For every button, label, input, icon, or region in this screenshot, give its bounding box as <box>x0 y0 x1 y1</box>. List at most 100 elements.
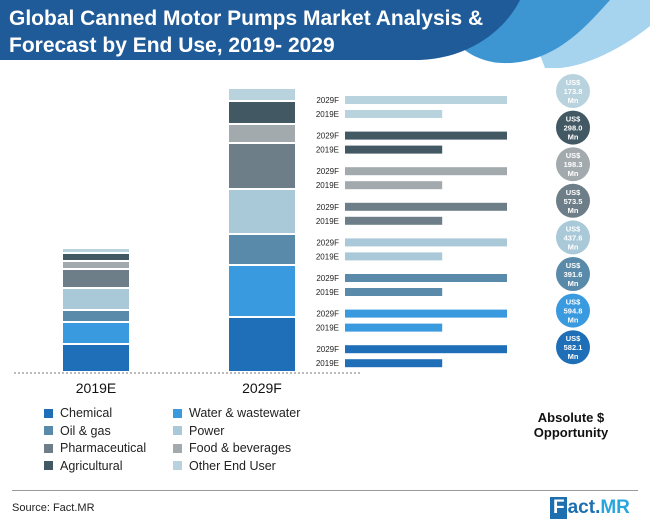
hbar-2019e-food-beverages <box>345 181 443 190</box>
stack-2029f-pharmaceutical <box>229 144 295 188</box>
opportunity-text-water-wastewater-2: Mn <box>568 316 579 325</box>
legend-item-power: Power <box>173 422 224 440</box>
hbar-2019e-pharmaceutical <box>345 216 443 225</box>
legend-item-water-wastewater: Water & wastewater <box>173 404 300 422</box>
opportunity-text-chemical-1: 582.1 <box>564 343 583 352</box>
opportunity-text-pharmaceutical-0: US$ <box>566 188 581 197</box>
hbar-2029f-pharmaceutical <box>345 202 507 211</box>
legend-item-agricultural: Agricultural <box>44 457 123 475</box>
opportunity-text-other-end-user-0: US$ <box>566 78 581 87</box>
legend-item-oil-gas: Oil & gas <box>44 422 111 440</box>
opportunity-text-power-1: 437.6 <box>564 233 583 242</box>
hbar-label-2029f-agricultural: 2029F <box>316 132 339 141</box>
hbar-label-2029f-oil-gas: 2029F <box>316 274 339 283</box>
absolute-opportunity-label: Absolute $ Opportunity <box>533 410 609 440</box>
stack-2019e-agricultural <box>63 254 129 260</box>
legend-swatch-pharmaceutical <box>44 443 53 453</box>
hbar-label-2019e-chemical: 2019E <box>316 359 339 368</box>
opportunity-circle-power <box>556 220 590 255</box>
legend-label-power: Power <box>189 423 225 438</box>
chart-area: 2019E 2029F2029F2019EUS$173.8Mn2029F2019E… <box>14 74 590 396</box>
opportunity-text-power-2: Mn <box>568 242 579 251</box>
legend-label-oil-gas: Oil & gas <box>60 423 111 438</box>
hbar-2029f-other-end-user <box>345 96 507 104</box>
opportunity-circle-food-beverages <box>556 147 590 182</box>
chart-title: Global Canned Motor Pumps Market Analysi… <box>9 7 484 57</box>
stack-2029f-food-beverages <box>229 125 295 142</box>
legend-item-other-end-user: Other End User <box>173 457 276 475</box>
hbar-label-2029f-water-wastewater: 2029F <box>316 310 339 319</box>
opportunity-text-oil-gas-1: 391.6 <box>564 270 583 279</box>
hbar-2019e-water-wastewater <box>345 323 443 332</box>
stack-2019e-chemical <box>63 345 129 371</box>
hbar-2019e-other-end-user <box>345 110 443 118</box>
stack-2019e-pharmaceutical <box>63 270 129 287</box>
opportunity-text-oil-gas-2: Mn <box>568 279 579 288</box>
hbar-2029f-chemical <box>345 345 507 354</box>
opportunity-text-pharmaceutical-1: 573.5 <box>564 197 583 206</box>
opportunity-text-water-wastewater-1: 594.8 <box>564 307 583 316</box>
legend-label-water-wastewater: Water & wastewater <box>189 406 301 420</box>
hbar-label-2029f-food-beverages: 2029F <box>316 167 339 176</box>
legend-swatch-chemical <box>44 408 53 418</box>
opportunity-circle-pharmaceutical <box>556 183 590 218</box>
hbar-2029f-oil-gas <box>345 274 507 282</box>
opportunity-text-agricultural-0: US$ <box>566 115 581 124</box>
stack-2029f-other-end-user <box>229 89 295 100</box>
stack-2029f-agricultural <box>229 102 295 123</box>
category-label-2019e: 2019E <box>76 380 116 396</box>
legend-swatch-other-end-user <box>173 461 182 470</box>
stack-2029f-water-wastewater <box>229 266 295 316</box>
hbar-2029f-food-beverages <box>345 167 507 176</box>
legend-item-chemical: Chemical <box>44 404 112 422</box>
hbar-label-2019e-water-wastewater: 2019E <box>316 324 339 333</box>
legend-item-pharmaceutical: Pharmaceutical <box>44 439 146 457</box>
legend-label-pharmaceutical: Pharmaceutical <box>60 441 147 455</box>
opportunity-text-agricultural-1: 298.0 <box>564 124 583 133</box>
legend-swatch-power <box>173 426 182 435</box>
hbar-label-2019e-agricultural: 2019E <box>316 146 339 155</box>
legend-label-other-end-user: Other End User <box>189 458 276 473</box>
hbar-label-2029f-chemical: 2029F <box>316 345 339 354</box>
legend-label-food-beverages: Food & beverages <box>189 441 292 455</box>
legend-swatch-food-beverages <box>173 443 182 453</box>
opportunity-text-food-beverages-2: Mn <box>568 169 579 178</box>
opportunity-text-agricultural-2: Mn <box>568 133 579 142</box>
legend-label-chemical: Chemical <box>60 406 113 420</box>
hbar-label-2019e-other-end-user: 2019E <box>316 110 339 119</box>
hbar-label-2019e-pharmaceutical: 2019E <box>316 217 339 226</box>
hbar-2019e-power <box>345 252 443 261</box>
hbar-label-2029f-power: 2029F <box>316 238 339 247</box>
opportunity-text-chemical-2: Mn <box>568 352 579 361</box>
footer-divider <box>12 490 638 491</box>
source-text: Source: Fact.MR <box>12 502 95 514</box>
logo-mr: MR <box>600 497 630 518</box>
hbar-2029f-water-wastewater <box>345 309 507 318</box>
hbar-label-2019e-oil-gas: 2019E <box>316 288 339 297</box>
hbar-label-2029f-other-end-user: 2029F <box>316 96 339 105</box>
opportunity-text-food-beverages-0: US$ <box>566 151 581 160</box>
stack-2029f-chemical <box>229 318 295 371</box>
hbar-label-2019e-power: 2019E <box>316 252 339 261</box>
stack-2019e-food-beverages <box>63 262 129 268</box>
hbar-label-2019e-food-beverages: 2019E <box>316 181 339 190</box>
hbar-2019e-chemical <box>345 359 443 368</box>
legend-swatch-oil-gas <box>44 426 53 435</box>
hbar-2019e-oil-gas <box>345 288 443 296</box>
legend-item-food-beverages: Food & beverages <box>173 439 291 457</box>
opportunity-circle-chemical <box>556 330 590 365</box>
opportunity-circle-other-end-user <box>556 74 590 108</box>
category-label-2029f: 2029F <box>242 380 282 396</box>
header-dark-band <box>0 0 520 60</box>
hbar-label-2029f-pharmaceutical: 2029F <box>316 203 339 212</box>
stack-2019e-water-wastewater <box>63 323 129 343</box>
opportunity-text-pharmaceutical-2: Mn <box>568 206 579 215</box>
hbar-2029f-agricultural <box>345 131 507 140</box>
hbar-2029f-power <box>345 238 507 247</box>
opportunity-circle-oil-gas <box>556 257 590 291</box>
opportunity-circle-agricultural <box>556 110 590 145</box>
opportunity-text-water-wastewater-0: US$ <box>566 298 581 307</box>
legend-swatch-water-wastewater <box>173 408 182 418</box>
opportunity-text-other-end-user-1: 173.8 <box>564 87 583 96</box>
